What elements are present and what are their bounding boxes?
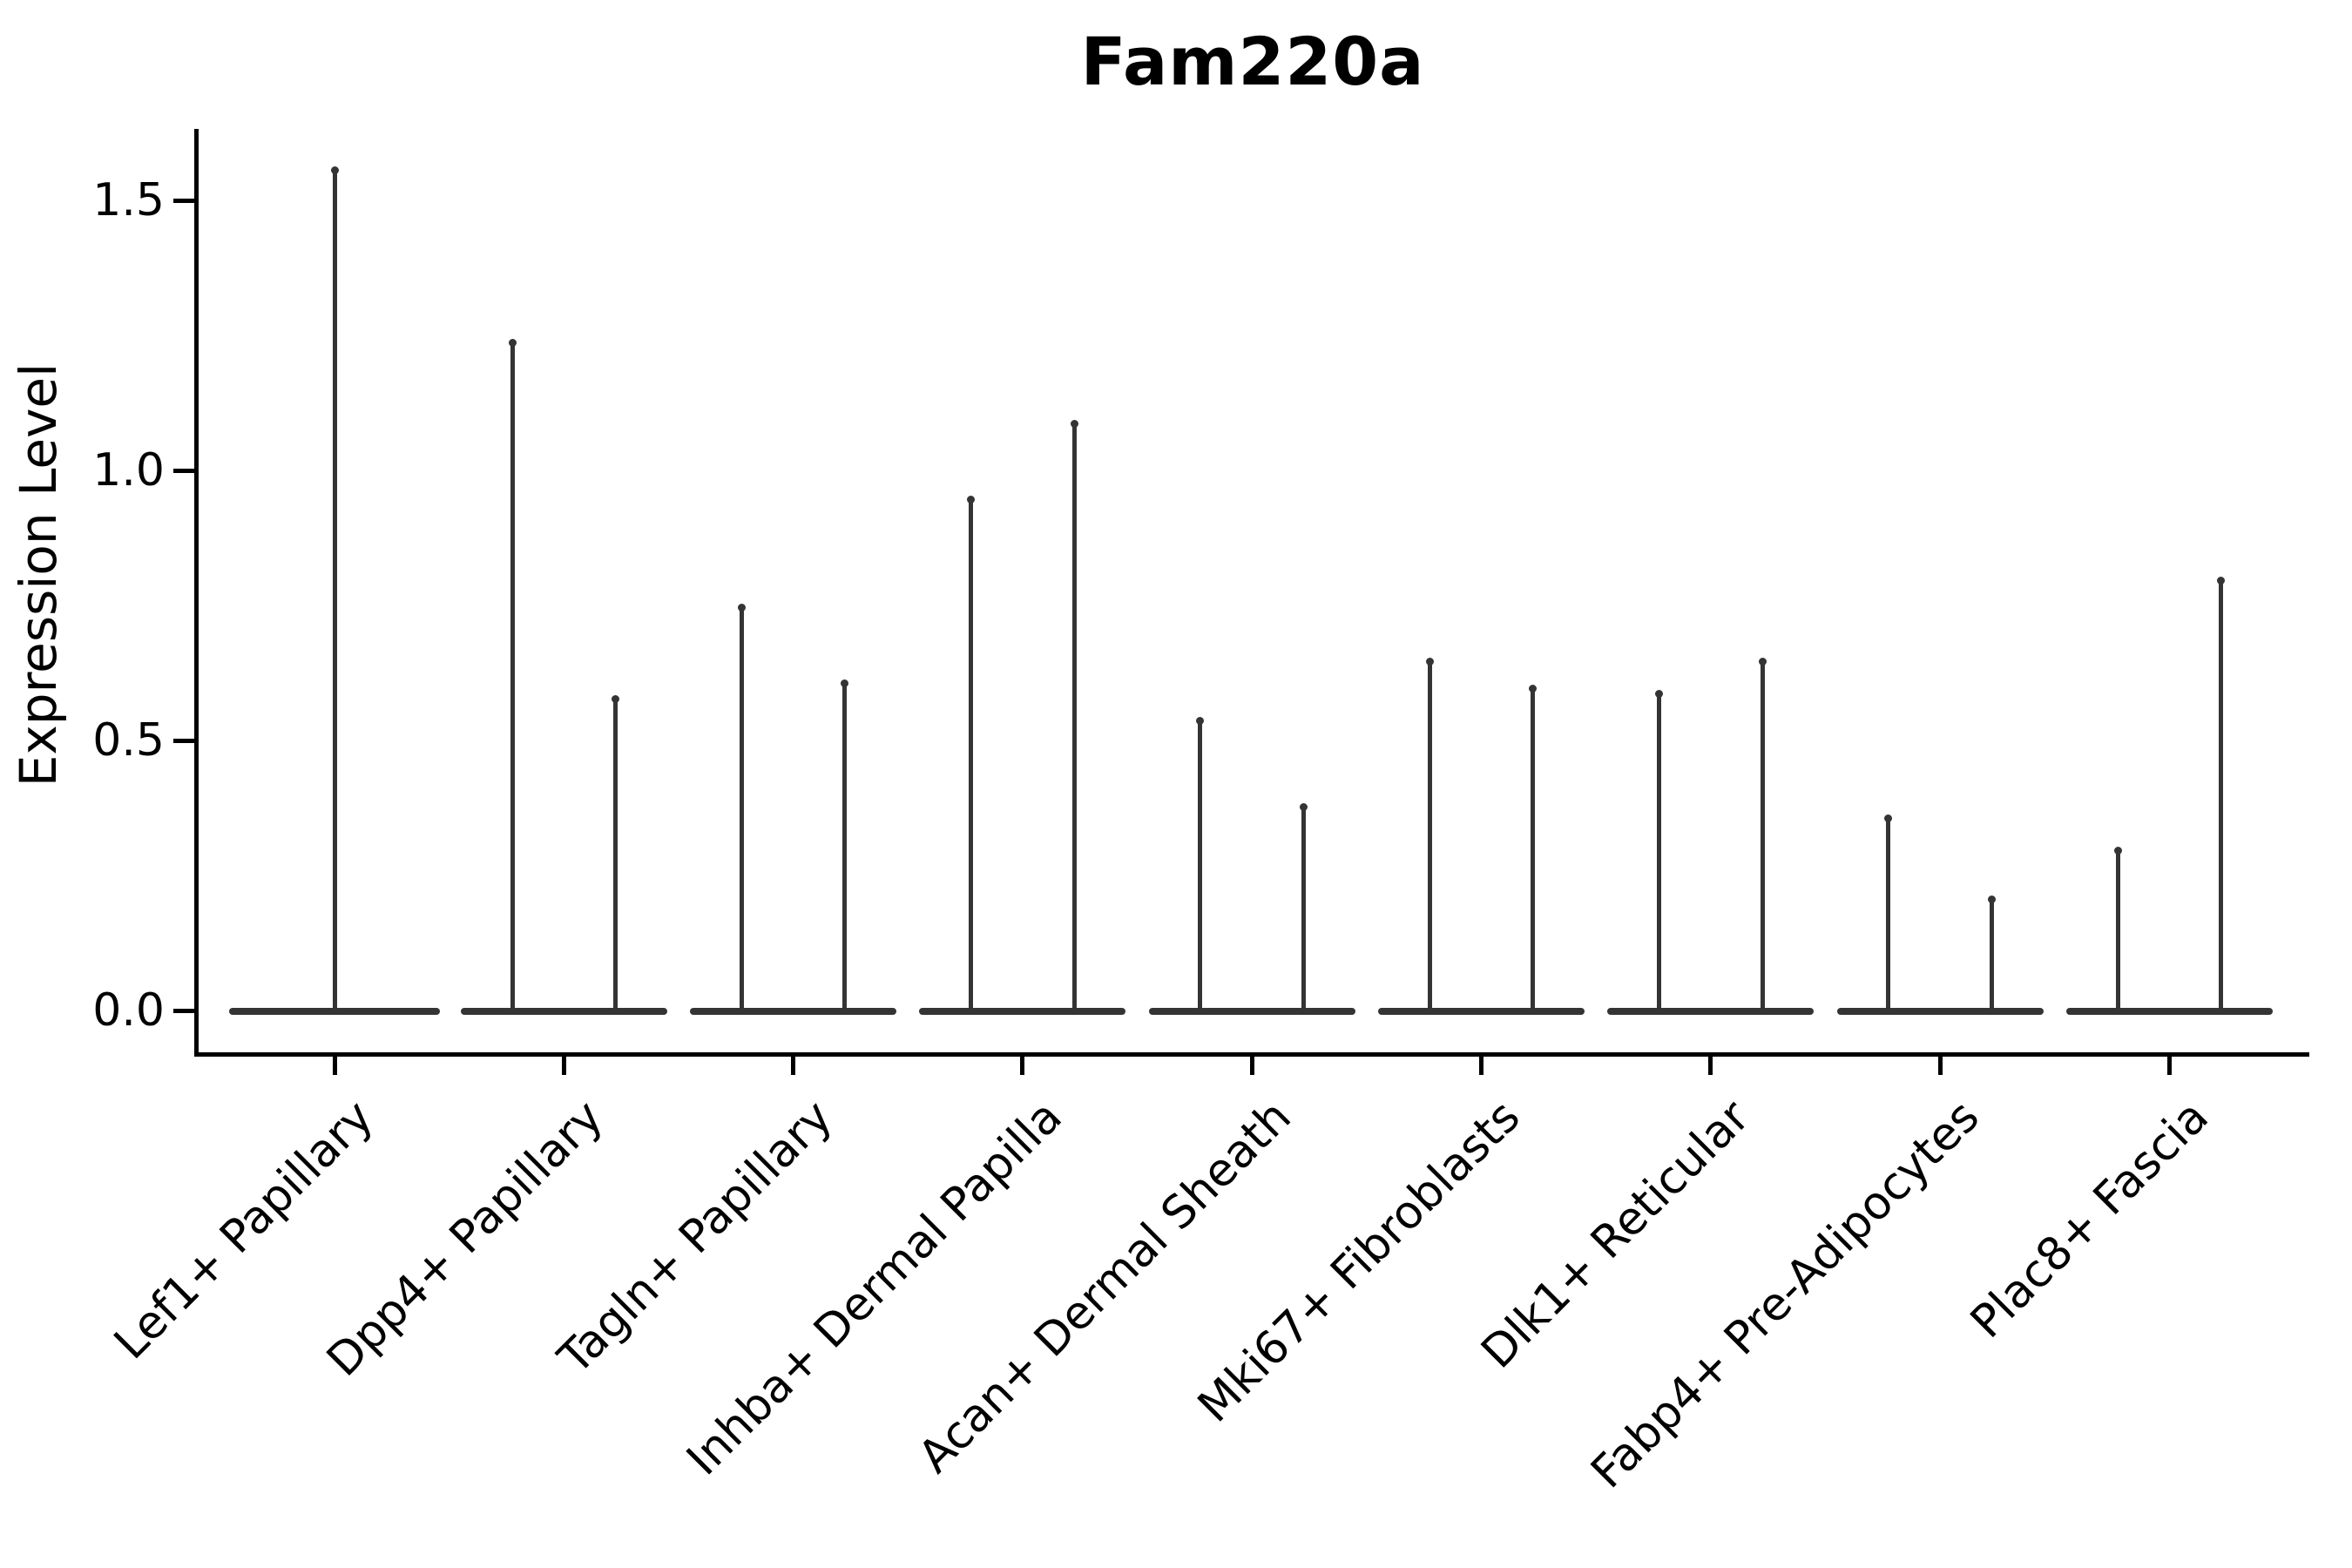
violin-base [1148, 1008, 1355, 1015]
violin-spike-tip [1529, 685, 1538, 693]
violin-spike-tip [967, 496, 976, 504]
violin-spike-tip [1300, 803, 1308, 812]
violin-spike [2115, 848, 2120, 1012]
x-tick-label: Fabp4+ Pre-Adipocytes [1581, 1091, 1990, 1499]
violin-spike [969, 497, 974, 1012]
violin-base [2065, 1008, 2273, 1015]
violin-spike-tip [1425, 658, 1434, 666]
violin-spike [1071, 422, 1077, 1012]
violin-spike [739, 605, 744, 1012]
x-tick-mark [1708, 1057, 1713, 1075]
x-tick-mark [2166, 1057, 2172, 1075]
violin-spike-tip [1884, 814, 1893, 822]
violin-spike-tip [737, 604, 746, 612]
plot-title: Fam220a [1080, 23, 1425, 100]
violin-spike-tip [1196, 717, 1205, 726]
violin-spike [1531, 686, 1536, 1012]
x-tick-mark [791, 1057, 796, 1075]
violin-base [1378, 1008, 1585, 1015]
violin-base [690, 1008, 897, 1015]
x-tick-mark [561, 1057, 566, 1075]
violin-base [1836, 1008, 2044, 1015]
y-tick-label: 1.0 [92, 444, 165, 497]
violin-spike-tip [1070, 420, 1078, 429]
x-tick-mark [1479, 1057, 1484, 1075]
violin-spike [1760, 659, 1765, 1012]
y-tick-mark [173, 198, 194, 203]
x-tick-mark [1020, 1057, 1025, 1075]
x-tick-label: Acan+ Dermal Sheath [908, 1091, 1301, 1484]
violin-spike [613, 697, 618, 1012]
violin-spike-tip [2217, 577, 2226, 585]
y-tick-mark [173, 738, 194, 743]
violin-spike [1886, 815, 1891, 1012]
violin-spike-tip [1655, 690, 1663, 699]
x-tick-label: Plac8+ Fascia [1960, 1091, 2219, 1348]
violin-spike [2219, 578, 2224, 1012]
x-tick-mark [332, 1057, 337, 1075]
violin-base [1607, 1008, 1815, 1015]
violin-spike [842, 680, 848, 1012]
x-tick-label: Inhba+ Dermal Papilla [676, 1091, 1072, 1486]
violin-spike-tip [330, 166, 339, 174]
violin-spike [510, 341, 515, 1012]
x-tick-mark [1249, 1057, 1254, 1075]
violin-spike [1301, 805, 1306, 1012]
violin-spike-tip [1758, 658, 1767, 666]
violin-spike [332, 167, 337, 1012]
violin-spike-tip [2113, 847, 2122, 855]
x-axis-spine [194, 1052, 2309, 1057]
violin-spike [1989, 896, 1994, 1012]
y-tick-mark [173, 1008, 194, 1013]
y-tick-label: 1.5 [92, 174, 165, 226]
violin-spike [1427, 659, 1432, 1012]
x-tick-mark [1937, 1057, 1943, 1075]
y-tick-label: 0.5 [92, 714, 165, 767]
y-tick-label: 0.0 [92, 984, 165, 1037]
violin-spike-tip [1987, 895, 1996, 903]
violin-spike-tip [841, 679, 849, 687]
violin-spike [1657, 692, 1661, 1012]
y-tick-mark [173, 468, 194, 473]
violin-spike-tip [612, 695, 620, 704]
violin-spike-tip [508, 339, 517, 348]
violin-base [919, 1008, 1126, 1015]
violin-spike [1198, 719, 1203, 1012]
y-axis-spine [194, 129, 199, 1057]
violin-base [460, 1008, 667, 1015]
